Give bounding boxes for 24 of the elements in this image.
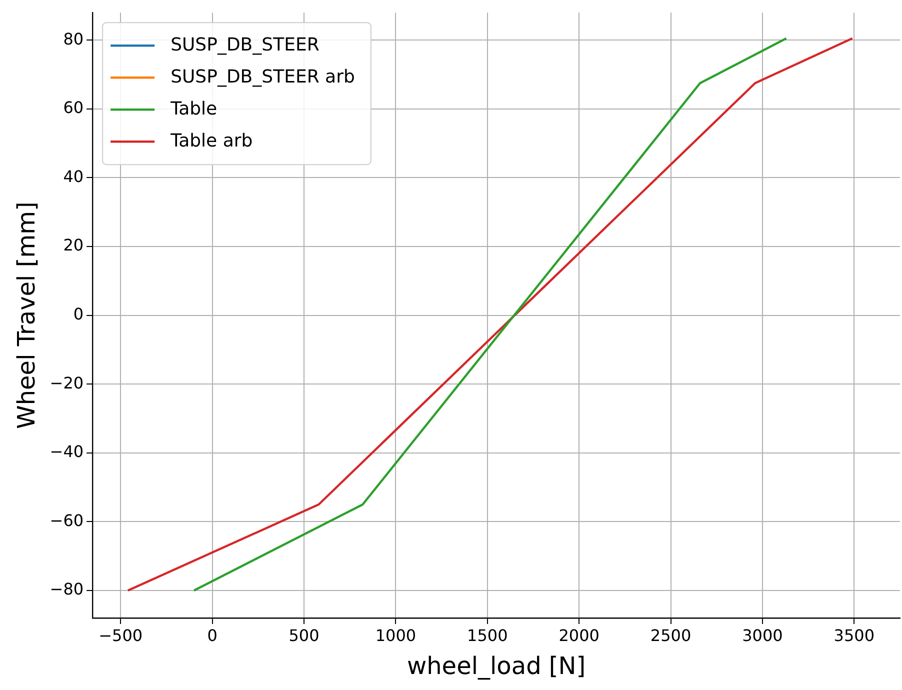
x-tick-label: 3500	[834, 626, 875, 645]
y-tick-label: −40	[50, 442, 84, 462]
x-tick-label: 2000	[558, 626, 600, 645]
y-tick-label: 60	[63, 98, 84, 118]
y-tick-label: 40	[63, 166, 84, 186]
y-axis-title: Wheel Travel [mm]	[12, 202, 41, 429]
x-tick-label: 500	[288, 626, 320, 645]
x-axis-title: wheel_load [N]	[406, 652, 586, 680]
x-tick-label: 2500	[650, 626, 692, 645]
legend-label: Table	[170, 98, 218, 120]
y-tick-label: 80	[63, 29, 84, 48]
y-tick-label: −60	[50, 510, 84, 530]
legend-label: Table arb	[170, 130, 253, 152]
legend-label: SUSP_DB_STEER arb	[170, 66, 355, 88]
x-tick-label: −500	[98, 626, 143, 645]
y-tick-label: −20	[50, 373, 84, 392]
x-tick-label: 1500	[467, 626, 508, 645]
y-tick-label: 0	[73, 304, 84, 324]
legend-label: SUSP_DB_STEER	[170, 34, 320, 56]
x-tick-label: 0	[207, 626, 218, 645]
y-tick-label: −80	[50, 580, 84, 599]
y-tick-label: 20	[63, 236, 84, 255]
x-tick-label: 3000	[742, 626, 783, 645]
x-tick-label: 1000	[375, 626, 416, 645]
